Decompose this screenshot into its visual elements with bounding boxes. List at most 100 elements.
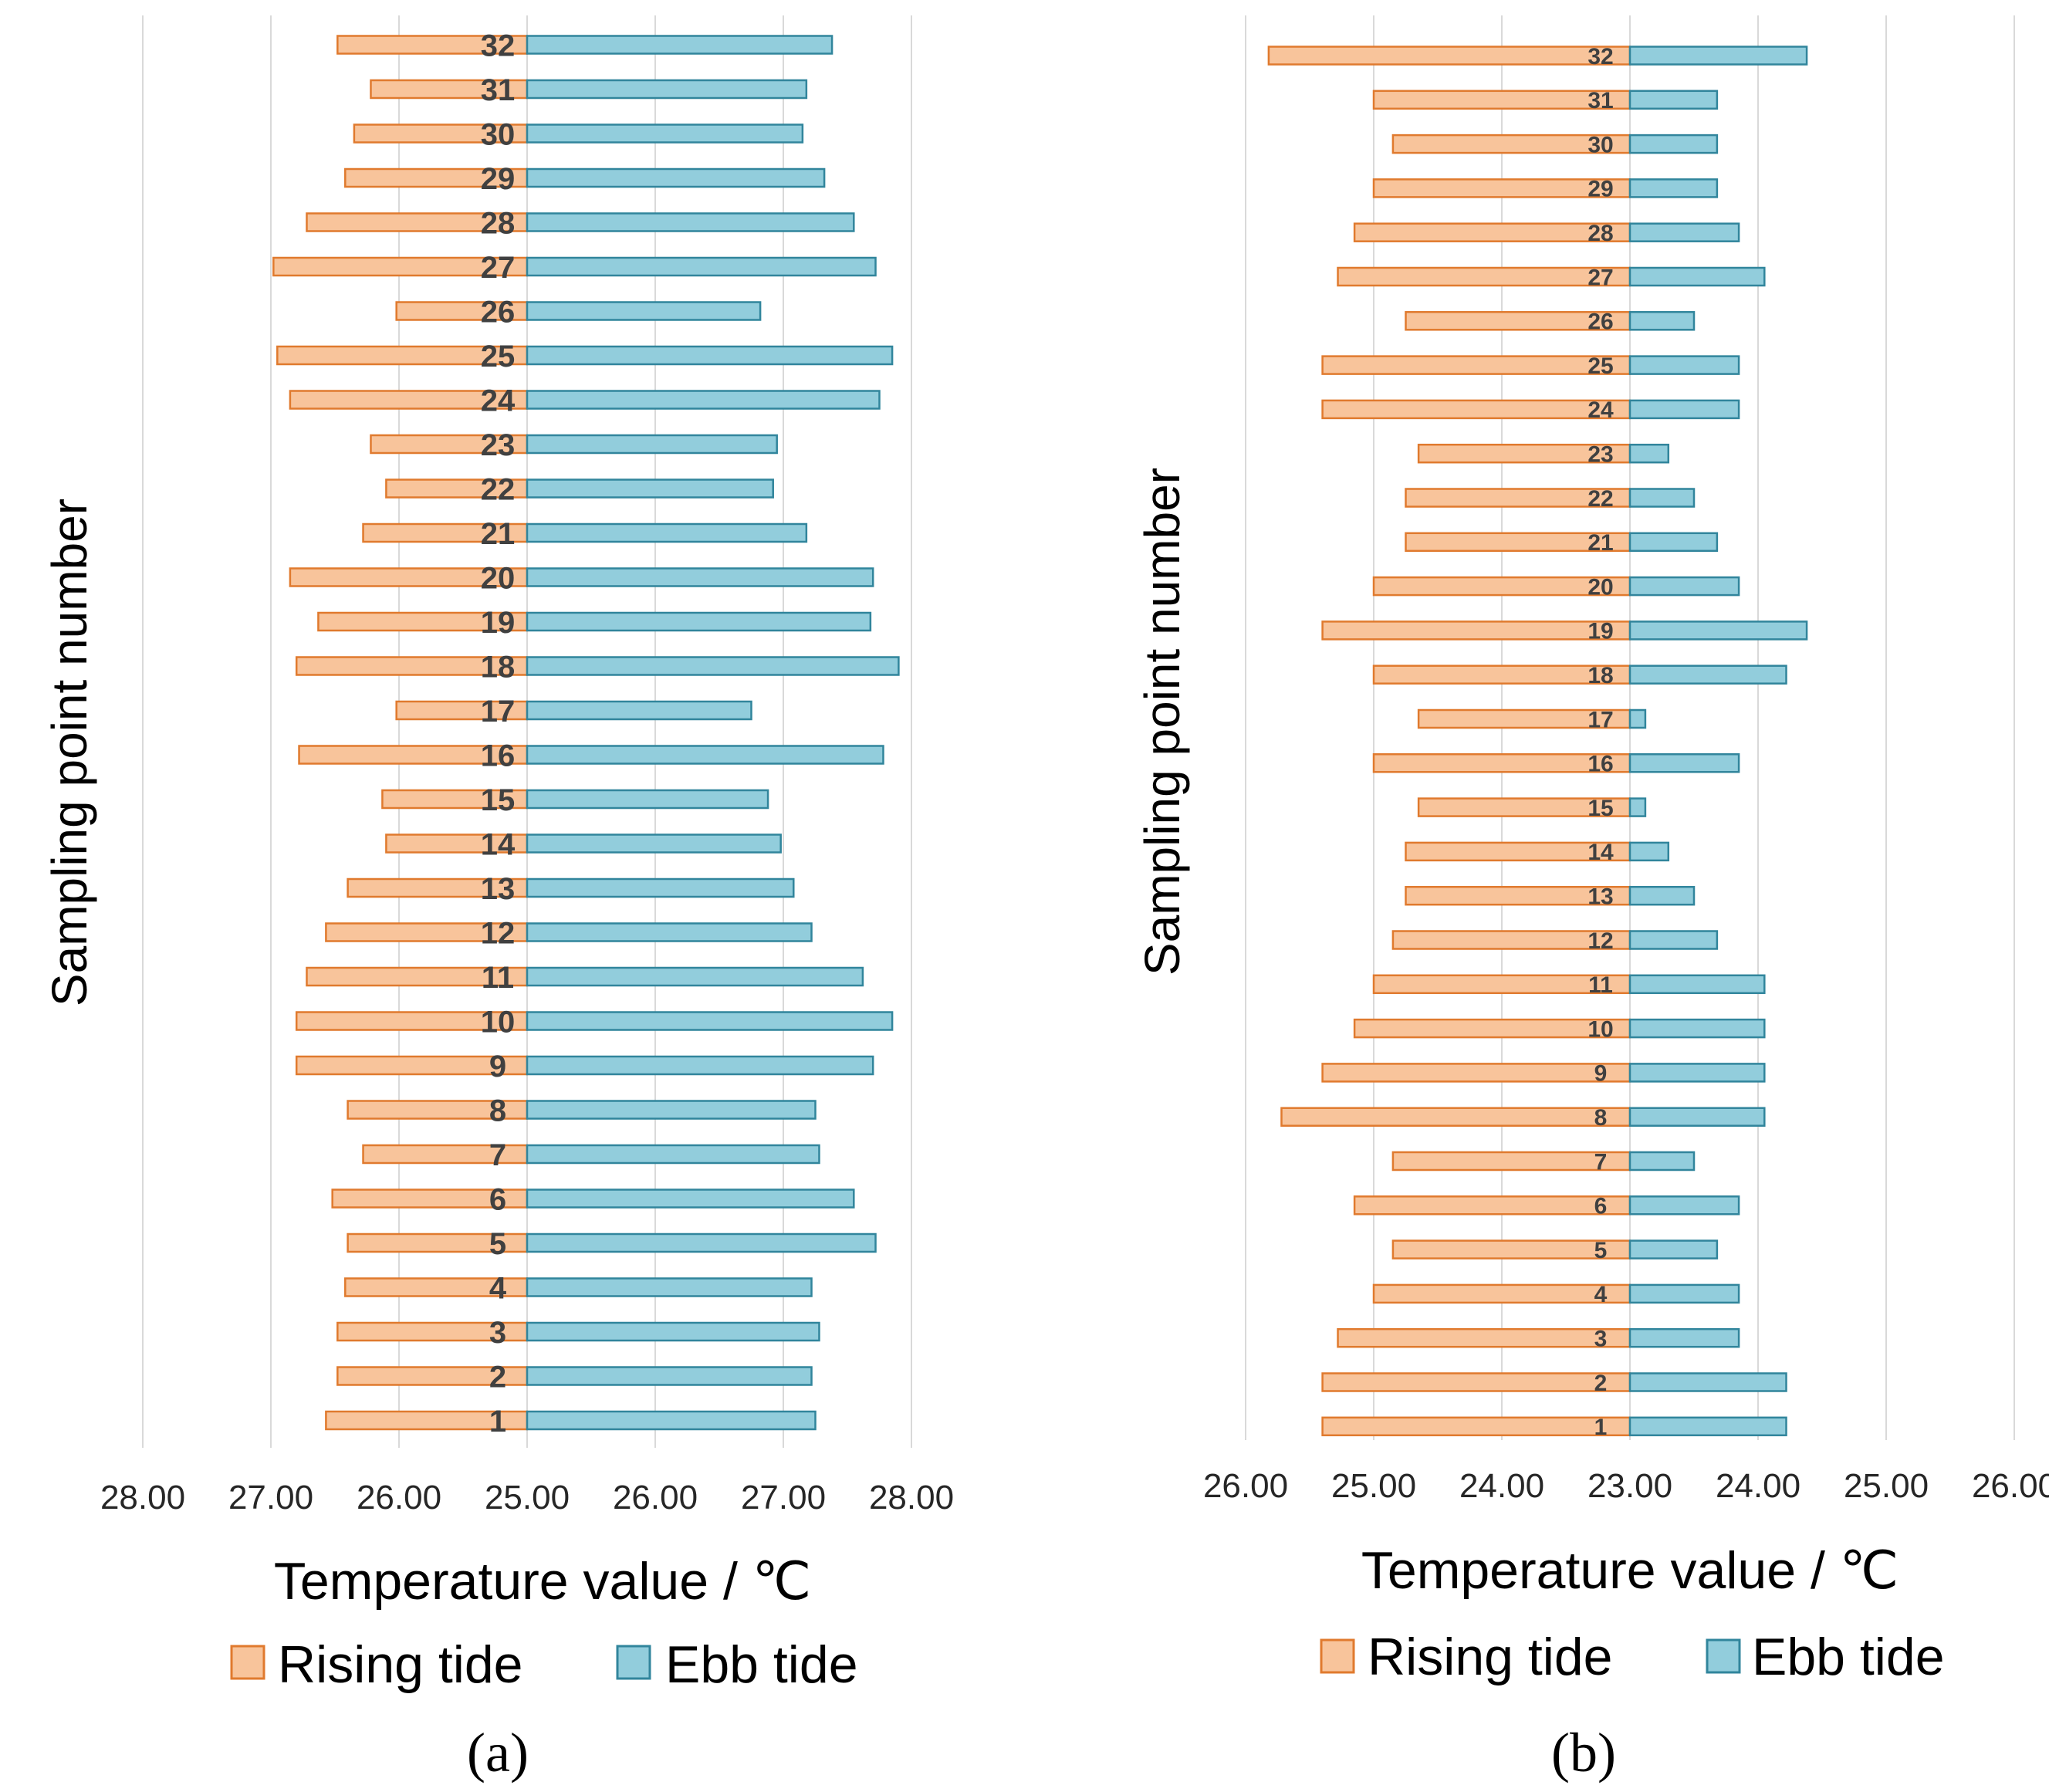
panel-a-category-label: 30 [481,117,516,151]
panel-a-ebb-bar [526,1011,894,1031]
panel-a-category-label: 12 [481,916,516,950]
panel-b-category-label: 22 [1587,486,1613,512]
panel-b-ebb-bar [1628,930,1719,950]
panel-a-category-label: 10 [481,1005,516,1039]
panel-a-ebb-bar [526,877,795,898]
panel-b-x-tick-label: 25.00 [1331,1467,1416,1505]
panel-b-ebb-bar [1628,178,1719,198]
panel-a-x-tick-label: 26.00 [357,1479,441,1516]
panel-a-label: (a) [467,1722,529,1784]
panel-a-category-label: 6 [489,1182,506,1216]
panel-b-ebb-bar [1628,1195,1740,1216]
panel-a-ebb-bar [526,345,894,366]
panel-b-ebb-bar [1628,708,1647,729]
panel-b-rising-bar [1321,1063,1631,1083]
panel-b-category-label: 13 [1587,884,1613,910]
panel-a-ebb-bar [526,611,872,632]
panel-a-ebb-bar [526,1055,874,1076]
panel-a-category-label: 26 [481,295,516,329]
panel-b-category-label: 24 [1587,397,1614,423]
panel-a-category-labels: 1234567891011121314151617181920212223242… [481,29,516,1439]
panel-a-x-axis-title: Temperature value / ℃ [274,1552,811,1611]
panel-a-x-tick-label: 27.00 [741,1479,826,1516]
panel-b-rising-bar [1353,1195,1631,1216]
panel-a-category-label: 24 [481,384,516,418]
panel-a-category-label: 29 [481,162,516,196]
panel-b-legend-ebb-label: Ebb tide [1752,1628,1945,1686]
panel-b-ebb-bar [1628,1416,1787,1437]
panel-a-category-label: 17 [481,695,516,729]
panel-b-category-label: 26 [1587,309,1613,335]
panel-b-ebb-bar [1628,266,1766,287]
panel-a-ebb-bar [526,1188,855,1209]
panel-a-ebb-bar [526,1410,817,1431]
panel-b-y-axis-title: Sampling point number [1134,468,1190,975]
panel-a-ebb-bar [526,700,752,721]
panel-b-category-label: 29 [1587,177,1613,202]
panel-b-bars [1267,46,1808,1437]
panel-b-ebb-bar [1628,1283,1740,1304]
panel-b-rising-bar [1321,620,1631,641]
panel-b-ebb-bar [1628,753,1740,773]
panel-a-category-label: 32 [481,29,516,63]
panel-a-ebb-bar [526,789,769,810]
panel-a-category-label: 18 [481,650,516,684]
panel-b-ebb-bar [1628,797,1647,817]
panel-a-category-label: 21 [481,517,516,551]
panel-b-category-label: 16 [1587,752,1613,777]
panel-b-category-label: 15 [1587,796,1613,821]
panel-b-rising-bar [1321,1372,1631,1392]
panel-a-legend-ebb-swatch [616,1645,651,1680]
panel-a-category-label: 19 [481,606,516,640]
panel-b-ebb-bar [1628,1239,1719,1259]
panel-b-x-tick-label: 26.00 [1203,1467,1288,1505]
panel-b-ebb-bar [1628,399,1740,420]
panel-a-ebb-bar [526,123,804,144]
panel-a-ebb-bar [526,167,826,188]
panel-b-category-label: 19 [1587,619,1613,644]
panel-b-legend: Rising tide Ebb tide [1320,1628,1945,1686]
panel-a-category-label: 7 [489,1138,506,1172]
panel-b-ebb-bar [1628,576,1740,597]
panel-a-category-label: 14 [481,827,516,861]
panel-b-category-label: 5 [1594,1238,1608,1263]
panel-b-category-label: 6 [1594,1194,1608,1219]
panel-b-category-label: 11 [1588,972,1613,998]
panel-a-ebb-bar [526,301,762,321]
panel-b-category-label: 30 [1587,132,1613,157]
panel-b-category-label: 27 [1587,265,1613,290]
panel-a-ebb-bar [526,79,808,100]
panel-b-category-label: 4 [1594,1282,1608,1307]
panel-b-ebb-bar [1628,90,1719,110]
panel-b-legend-ebb-swatch [1706,1638,1741,1674]
panel-b-ebb-bar [1628,488,1696,508]
panel-a-x-tick-label: 28.00 [869,1479,954,1516]
panel-a-ebb-bar [526,567,874,587]
panel-a-category-label: 15 [481,783,516,817]
panel-a-x-tick-labels: 28.00 27.00 26.00 25.00 26.00 27.00 28.00 [100,1479,954,1516]
panel-b-x-tick-label: 23.00 [1587,1467,1672,1505]
panel-b-rising-bar [1321,1416,1631,1437]
panel-a-ebb-bar [526,434,778,455]
panel-b-x-axis-title: Temperature value / ℃ [1361,1541,1899,1600]
panel-b-ebb-bar [1628,974,1766,995]
panel-a-ebb-bar [526,745,884,765]
panel-b-x-tick-label: 24.00 [1459,1467,1544,1505]
panel-a-bars [272,35,900,1431]
panel-b-label: (b) [1551,1722,1616,1784]
panel-b-ebb-bar [1628,1327,1740,1348]
panel-b-rising-bar [1337,266,1631,287]
panel-b-category-label: 7 [1594,1149,1608,1175]
panel-b-category-label: 9 [1594,1061,1608,1087]
panel-a-category-label: 13 [481,872,516,906]
panel-a-ebb-bar [526,833,782,854]
panel-b-ebb-bar [1628,885,1696,906]
panel-a-ebb-bar [526,1321,820,1342]
panel-b-x-tick-label: 24.00 [1716,1467,1800,1505]
panel-b-rising-bar [1280,1107,1631,1127]
panel-b-chart: 1234567891011121314151617181920212223242… [1134,15,2049,1784]
panel-a-legend-rising-swatch [230,1645,265,1680]
panel-a-ebb-bar [526,966,864,987]
panel-a-ebb-bar [526,922,813,942]
panel-b-x-tick-label: 25.00 [1844,1467,1929,1505]
